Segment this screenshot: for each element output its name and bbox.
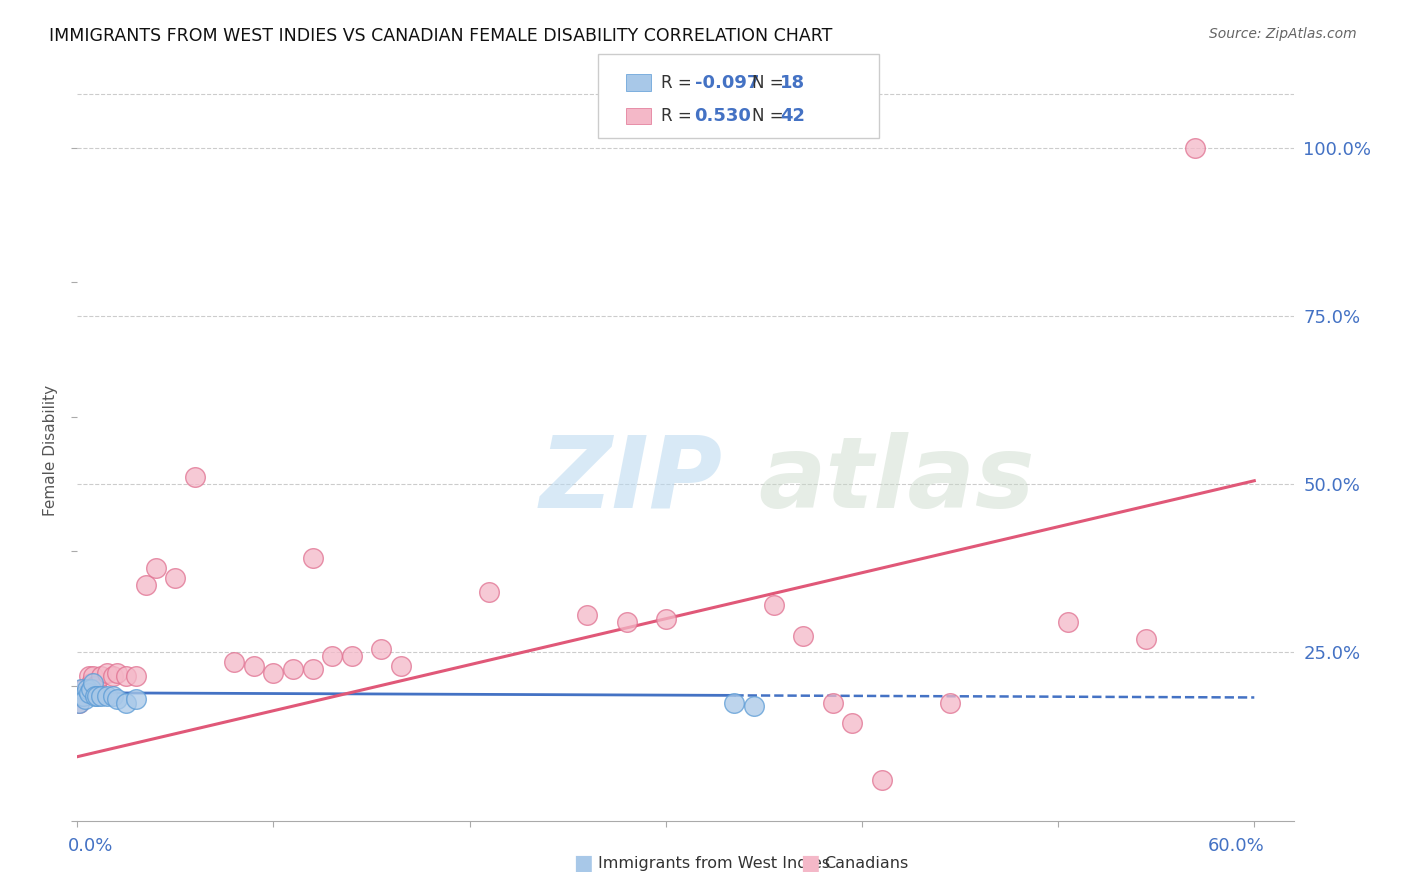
Y-axis label: Female Disability: Female Disability <box>44 384 58 516</box>
Point <box>301 662 323 676</box>
Point <box>841 716 863 731</box>
Point <box>115 669 138 683</box>
Point <box>75 692 97 706</box>
Point <box>76 682 98 697</box>
Point <box>96 689 118 703</box>
Point <box>340 648 363 663</box>
Text: IMMIGRANTS FROM WEST INDIES VS CANADIAN FEMALE DISABILITY CORRELATION CHART: IMMIGRANTS FROM WEST INDIES VS CANADIAN … <box>49 27 832 45</box>
Point <box>478 584 501 599</box>
Text: 0.0%: 0.0% <box>67 838 112 855</box>
Point <box>105 665 128 680</box>
Point <box>184 470 207 484</box>
Text: 18: 18 <box>780 73 806 92</box>
Text: N =: N = <box>752 107 789 125</box>
Point <box>616 615 638 629</box>
Point <box>77 686 100 700</box>
Point <box>76 686 98 700</box>
Point <box>101 669 124 683</box>
Point <box>125 692 148 706</box>
Point <box>370 642 392 657</box>
Point <box>762 599 785 613</box>
Point <box>82 669 104 683</box>
Point <box>1135 632 1157 646</box>
Text: atlas: atlas <box>758 432 1035 529</box>
Point <box>115 696 138 710</box>
Text: 60.0%: 60.0% <box>1208 838 1264 855</box>
Point <box>84 679 107 693</box>
Point <box>1184 140 1206 154</box>
Text: Canadians: Canadians <box>824 856 908 871</box>
Point <box>655 612 678 626</box>
Text: ■: ■ <box>574 854 593 873</box>
Point <box>70 689 93 703</box>
Point <box>281 662 304 676</box>
Point <box>792 628 814 642</box>
Text: -0.097: -0.097 <box>695 73 759 92</box>
Point <box>67 696 90 710</box>
Point <box>72 689 94 703</box>
Point <box>723 696 745 710</box>
Point <box>821 696 844 710</box>
Text: Source: ZipAtlas.com: Source: ZipAtlas.com <box>1209 27 1357 41</box>
Point <box>105 692 128 706</box>
Point <box>742 699 765 714</box>
Point <box>82 675 104 690</box>
Point <box>90 669 112 683</box>
Point <box>939 696 962 710</box>
Point <box>96 665 118 680</box>
Point <box>80 675 103 690</box>
Text: R =: R = <box>661 73 697 92</box>
Point <box>301 551 323 566</box>
Point <box>263 665 285 680</box>
Point <box>72 682 94 697</box>
Point <box>576 608 599 623</box>
Text: Immigrants from West Indies: Immigrants from West Indies <box>598 856 830 871</box>
Text: R =: R = <box>661 107 697 125</box>
Point <box>84 689 107 703</box>
Point <box>125 669 148 683</box>
Text: ■: ■ <box>800 854 820 873</box>
Point <box>1057 615 1080 629</box>
Point <box>389 658 412 673</box>
Text: 42: 42 <box>780 107 806 125</box>
Point <box>101 689 124 703</box>
Point <box>80 682 103 697</box>
Point <box>86 689 108 703</box>
Point <box>321 648 343 663</box>
Point <box>243 658 266 673</box>
Point <box>135 578 157 592</box>
Point <box>165 571 187 585</box>
Text: 0.530: 0.530 <box>695 107 751 125</box>
Text: N =: N = <box>752 73 789 92</box>
Point <box>224 656 246 670</box>
Point <box>86 682 108 697</box>
Point <box>67 696 90 710</box>
Point <box>77 669 100 683</box>
Point <box>145 561 167 575</box>
Text: ZIP: ZIP <box>540 432 723 529</box>
Point <box>870 773 893 788</box>
Point <box>70 682 93 697</box>
Point <box>90 689 112 703</box>
